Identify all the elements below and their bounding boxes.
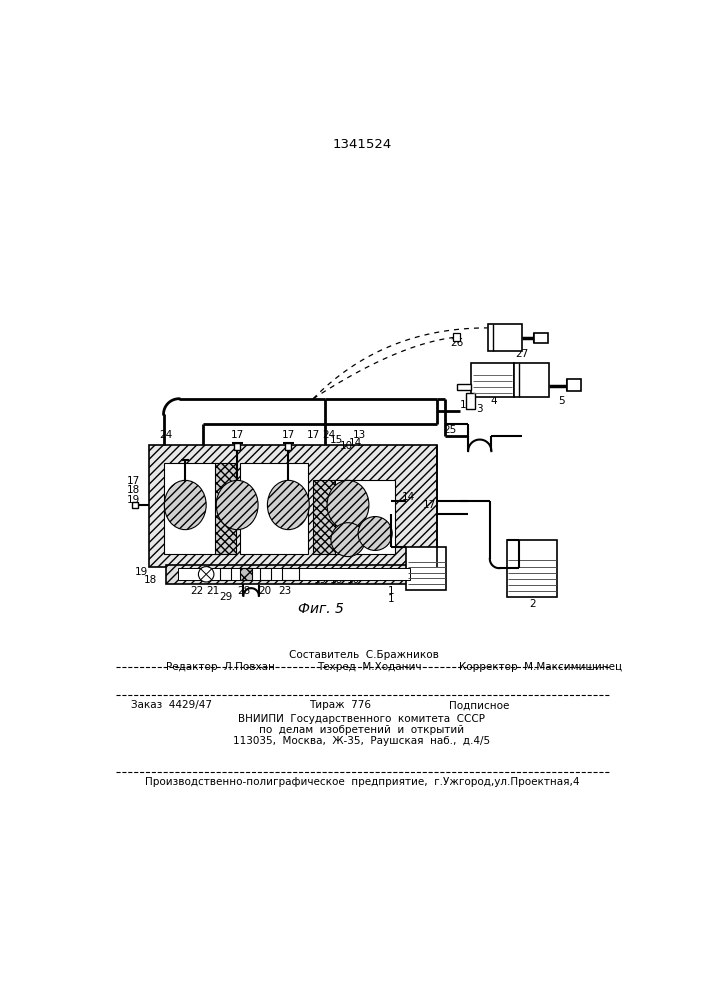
Bar [567,379,581,391]
Text: 1341524: 1341524 [332,138,392,151]
Bar [472,363,514,397]
Bar [163,463,216,554]
Text: 20: 20 [259,586,271,596]
Bar [215,463,236,554]
Text: 4: 4 [491,396,497,406]
Bar [234,443,240,450]
Text: 15: 15 [329,435,343,445]
Bar [466,393,475,409]
Text: Фиг. 5: Фиг. 5 [298,602,344,616]
Text: 3: 3 [477,404,483,414]
Text: 17: 17 [460,400,473,410]
Text: 24: 24 [159,430,173,440]
Bar [457,384,472,390]
Bar [452,333,460,341]
Bar [507,540,557,597]
Ellipse shape [327,480,369,530]
Text: 29: 29 [220,592,233,602]
Text: 21: 21 [206,586,219,596]
Text: 19: 19 [134,567,148,577]
Text: 23: 23 [278,586,291,596]
Text: 28: 28 [237,586,250,596]
Bar [534,333,548,343]
Text: 1: 1 [387,594,394,604]
Bar [282,568,299,580]
Ellipse shape [267,480,309,530]
Text: 17: 17 [307,430,320,440]
Bar [132,502,138,508]
Text: 17: 17 [230,430,244,440]
Bar [313,480,335,554]
Text: Техред  М.Ходанич: Техред М.Ходанич [317,662,421,672]
Text: 18: 18 [329,575,343,585]
Text: 19: 19 [127,495,140,505]
Text: 24: 24 [322,430,335,440]
Text: 14: 14 [349,438,363,448]
Bar [240,463,308,554]
Text: Подписное: Подписное [449,700,509,710]
Text: 27: 27 [515,349,529,359]
Ellipse shape [358,517,392,550]
Text: Заказ  4429/47: Заказ 4429/47 [131,700,212,710]
Bar [240,568,252,580]
Text: Составитель  С.Бражников: Составитель С.Бражников [288,650,438,660]
Text: 113035,  Москва,  Ж-35,  Раушская  наб.,  д.4/5: 113035, Москва, Ж-35, Раушская наб., д.4… [233,736,491,746]
Ellipse shape [331,523,365,557]
Ellipse shape [199,567,214,582]
Text: 10: 10 [347,575,360,585]
Bar [514,363,549,397]
Bar [285,443,291,450]
Text: 18: 18 [127,485,140,495]
Bar [166,565,429,584]
Text: Тираж  776: Тираж 776 [309,700,371,710]
Text: 26: 26 [450,338,463,348]
Text: 14: 14 [402,492,415,502]
Bar [333,480,395,554]
Text: 17: 17 [423,500,436,510]
Bar [149,445,437,567]
Text: 17: 17 [281,430,295,440]
Bar [220,568,231,580]
Bar [260,568,271,580]
Text: Корректор  М.Максимишинец: Корректор М.Максимишинец [459,662,622,672]
Text: 19: 19 [314,575,327,585]
Bar [406,547,446,590]
Ellipse shape [164,480,206,530]
Text: по  делам  изобретений  и  открытий: по делам изобретений и открытий [259,725,464,735]
Text: 1: 1 [387,586,394,596]
Text: ВНИИПИ  Государственного  комитета  СССР: ВНИИПИ Государственного комитета СССР [238,714,486,724]
Text: 25: 25 [444,425,457,435]
Bar [488,324,522,351]
Text: 5: 5 [558,396,564,406]
Text: 2: 2 [529,599,536,609]
Text: Производственно-полиграфическое  предприятие,  г.Ужгород,ул.Проектная,4: Производственно-полиграфическое предприя… [145,777,579,787]
Text: 17: 17 [127,476,140,486]
Ellipse shape [216,480,258,530]
Bar [177,568,410,580]
Text: 10: 10 [340,441,353,451]
Text: 18: 18 [144,575,157,585]
Text: 13: 13 [353,430,366,440]
Text: 22: 22 [190,586,204,596]
Text: Редактор  Л.Повхан: Редактор Л.Повхан [166,662,275,672]
